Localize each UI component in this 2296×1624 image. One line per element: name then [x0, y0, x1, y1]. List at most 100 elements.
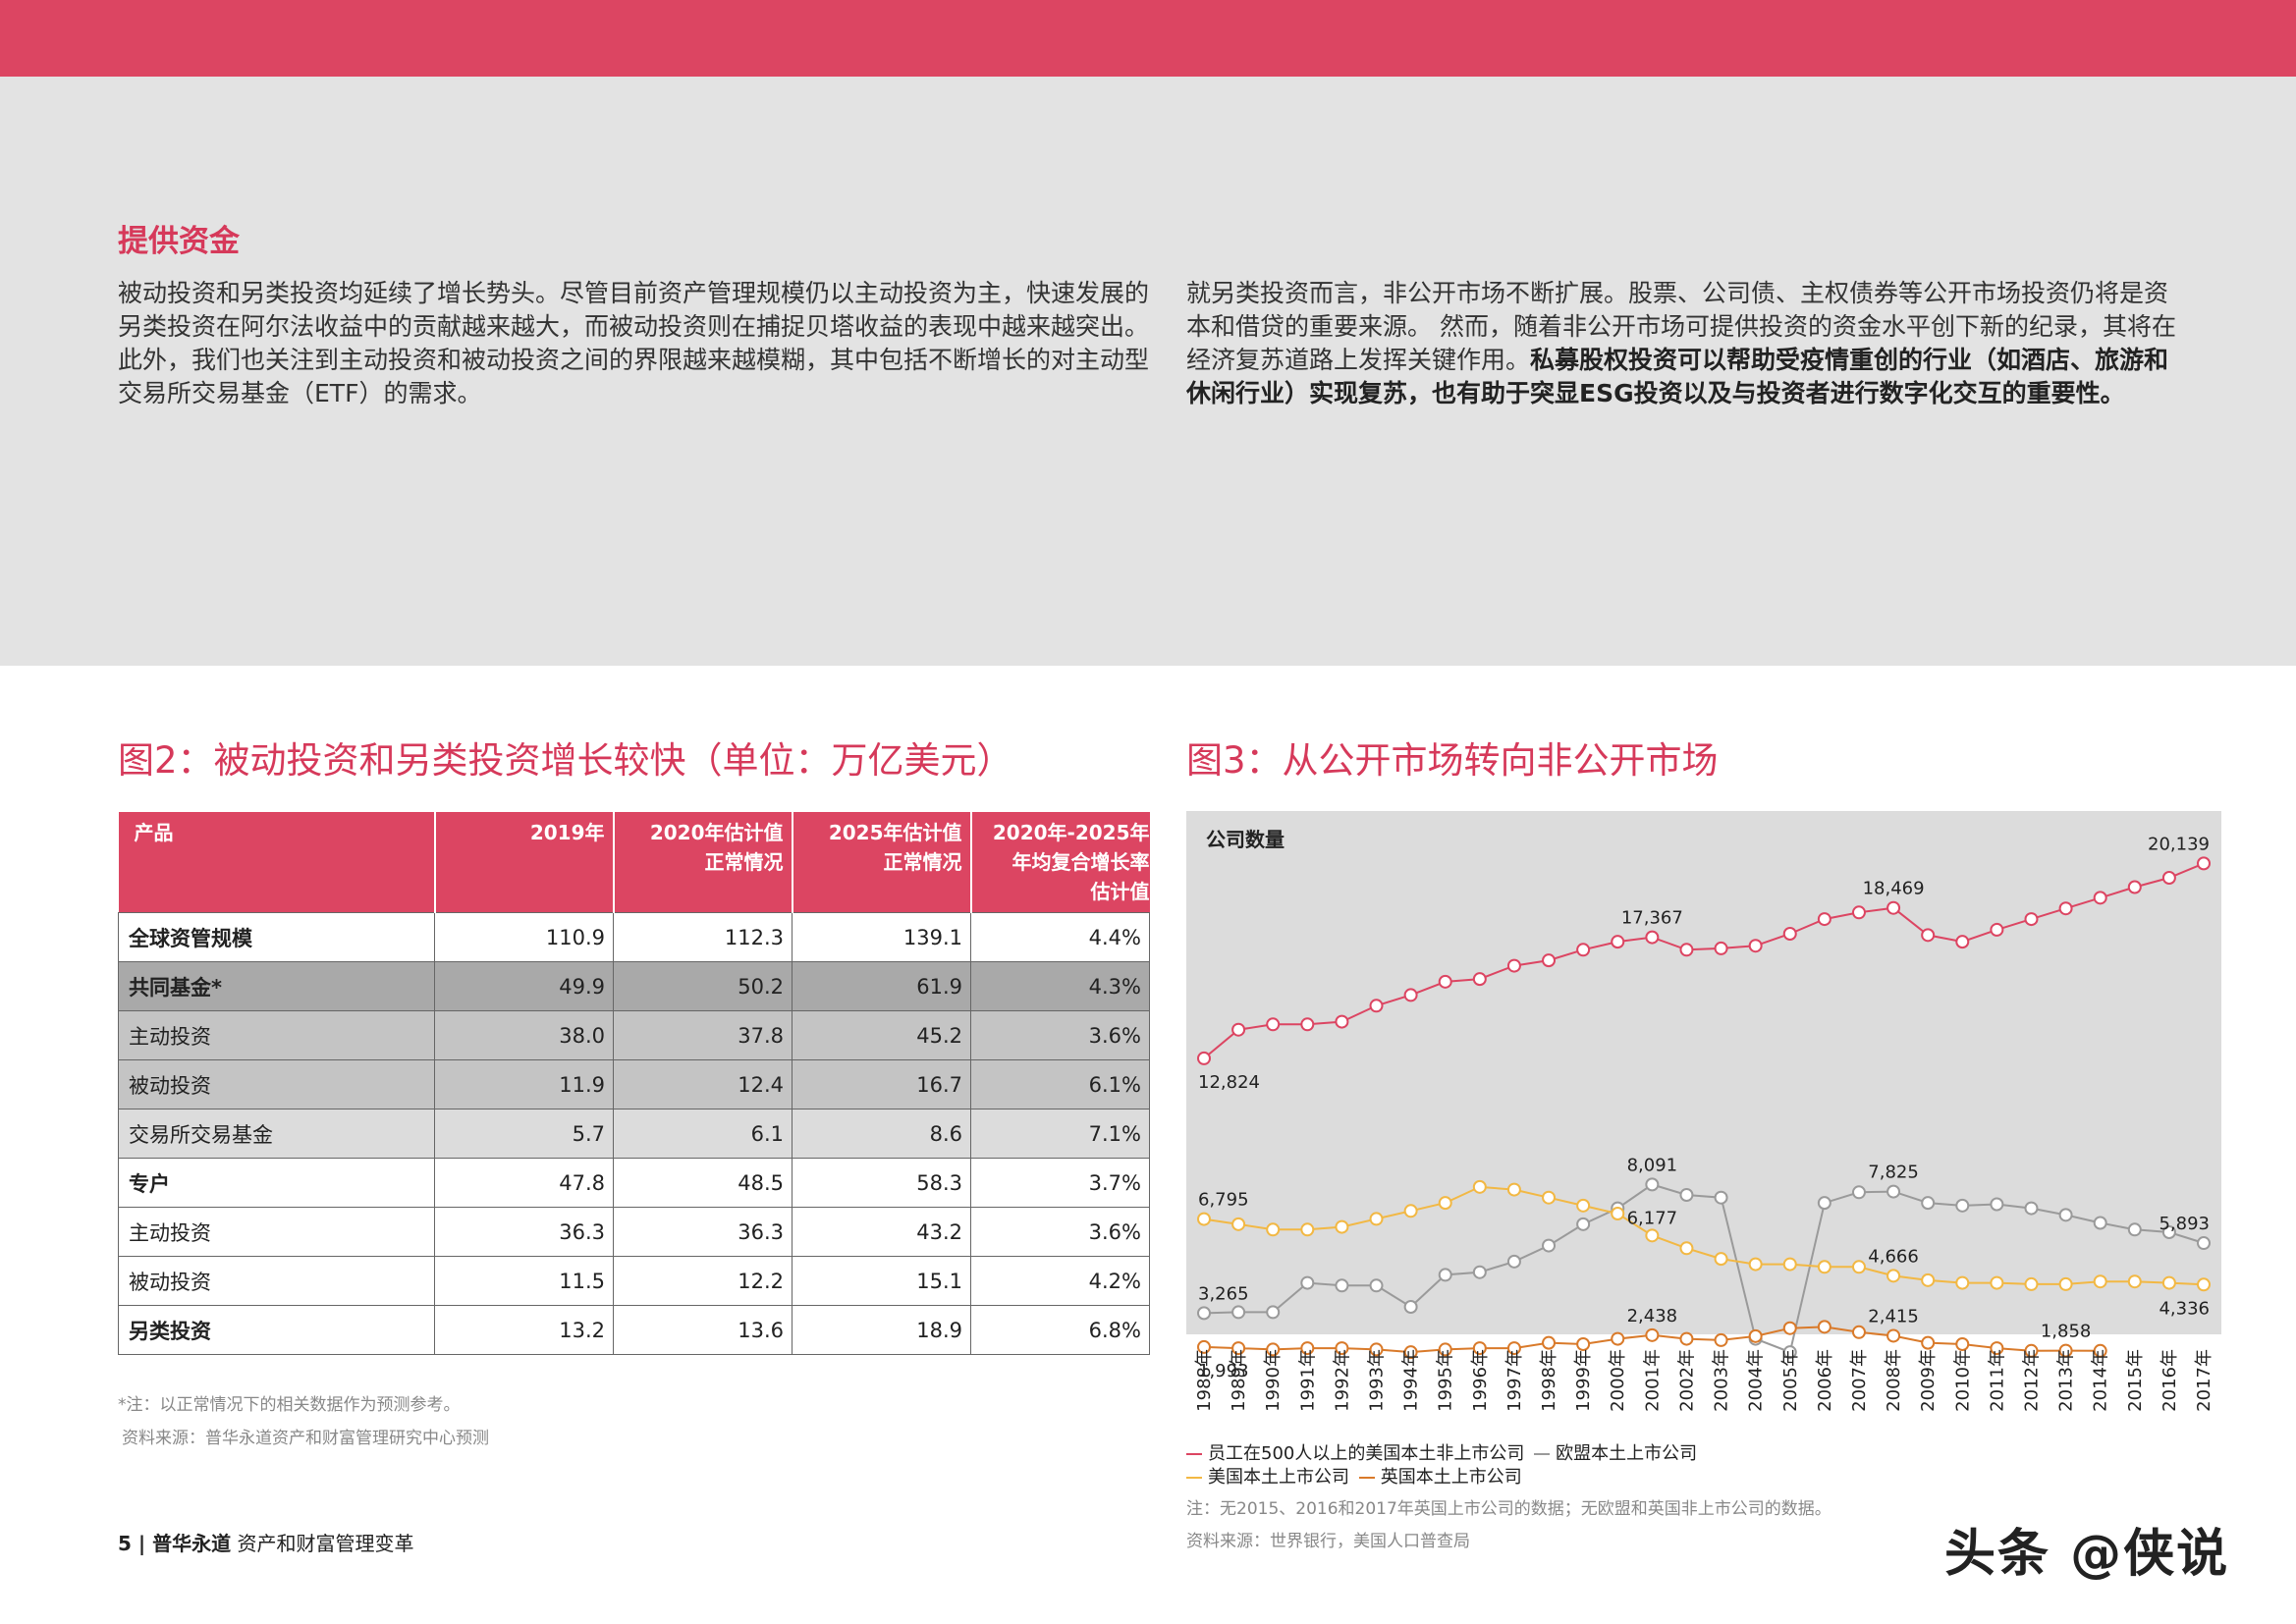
series-1-point: [1542, 1238, 1557, 1253]
company-count-line-chart: 公司数量 12,824 17,367 18,469 20,139 3,265 8,091 7,…: [1186, 811, 2221, 1412]
table-note: *注：以正常情况下的相关数据作为预测参考。: [118, 1395, 461, 1415]
row-value: 110.9: [434, 912, 614, 962]
series-3-point: [2093, 1343, 2107, 1358]
table-source: 资料来源：普华永道资产和财富管理研究中心预测: [122, 1429, 489, 1448]
row-value: 6.1%: [970, 1059, 1150, 1110]
data-label: 2,415: [1868, 1306, 1919, 1326]
series-3-point: [1472, 1341, 1487, 1356]
row-value: 18.9: [792, 1305, 971, 1355]
x-tick-label: 1992年: [1332, 1349, 1352, 1412]
series-0-point: [2093, 891, 2107, 905]
section-title: 提供资金: [118, 224, 240, 259]
series-3-point: [1576, 1337, 1591, 1351]
series-2-point: [1748, 1257, 1763, 1272]
table-row: 专户 47.8 48.5 58.3 3.7%: [118, 1158, 1150, 1208]
x-tick-label: 2009年: [1918, 1349, 1939, 1412]
row-value: 3.6%: [970, 1207, 1150, 1257]
series-3-point: [1438, 1342, 1452, 1357]
series-1-point: [1921, 1196, 1936, 1211]
row-value: 12.4: [613, 1059, 793, 1110]
row-value: 43.2: [792, 1207, 971, 1257]
data-label: 7,825: [1868, 1163, 1919, 1183]
series-0-point: [1817, 912, 1831, 927]
series-0-point: [1955, 935, 1970, 949]
header-2020: 2020年估计值 正常情况: [613, 812, 793, 913]
data-label: 2,438: [1627, 1306, 1678, 1326]
series-2-point: [1231, 1217, 1246, 1231]
row-value: 15.1: [792, 1256, 971, 1306]
series-2-point: [2127, 1274, 2142, 1289]
row-value: 16.7: [792, 1059, 971, 1110]
x-tick-label: 2017年: [2194, 1349, 2214, 1412]
series-3-point: [1955, 1337, 1970, 1351]
series-2-point: [1679, 1241, 1694, 1256]
table-row: 共同基金* 49.9 50.2 61.9 4.3%: [118, 961, 1150, 1011]
row-value: 47.8: [434, 1158, 614, 1208]
x-tick-label: 2004年: [1746, 1349, 1767, 1412]
series-1-point: [1576, 1217, 1591, 1231]
series-0-point: [2197, 856, 2211, 871]
series-0-point: [2024, 912, 2039, 927]
x-tick-label: 2005年: [1780, 1349, 1801, 1412]
series-1-point: [1645, 1177, 1660, 1192]
row-label: 被动投资: [118, 1256, 435, 1306]
series-2-point: [1817, 1260, 1831, 1274]
series-3-point: [1506, 1341, 1521, 1356]
series-1-point: [1300, 1275, 1315, 1290]
series-0-point: [1611, 935, 1625, 949]
row-label: 被动投资: [118, 1059, 435, 1110]
series-2-point: [1955, 1275, 1970, 1290]
series-3-point: [1645, 1327, 1660, 1342]
table-row: 全球资管规模 110.9 112.3 139.1 4.4%: [118, 912, 1150, 962]
series-3-point: [1679, 1331, 1694, 1346]
series-2-point: [1506, 1182, 1521, 1197]
x-tick-label: 2014年: [2091, 1349, 2111, 1412]
watermark: 头条 @侠说: [1944, 1525, 2230, 1584]
series-1-point: [2161, 1225, 2176, 1239]
series-0-point: [1679, 943, 1694, 957]
row-value: 61.9: [792, 961, 971, 1011]
table-row: 被动投资 11.9 12.4 16.7 6.1%: [118, 1059, 1150, 1110]
footer-subtitle: 资产和财富管理变革: [231, 1532, 414, 1555]
series-0-point: [1576, 943, 1591, 957]
x-tick-label: 2001年: [1642, 1349, 1663, 1412]
series-0-point: [1506, 958, 1521, 973]
row-value: 36.3: [613, 1207, 793, 1257]
series-2-point: [1403, 1204, 1418, 1218]
legend-item-us-private: 员工在500人以上的美国本土非上市公司: [1186, 1443, 1524, 1464]
series-0-point: [1403, 988, 1418, 1002]
x-tick-label: 2015年: [2125, 1349, 2146, 1412]
page-number: 5 |: [118, 1532, 153, 1555]
table-row: 主动投资 38.0 37.8 45.2 3.6%: [118, 1010, 1150, 1060]
series-2-point: [2161, 1275, 2176, 1290]
series-0-point: [1851, 905, 1866, 920]
series-0-point: [1748, 939, 1763, 953]
paragraph-right-plain: 就另类投资而言，非公开市场不断扩展。股票、公司债、主权债券等公开市场投资仍将是资…: [1186, 279, 2176, 374]
series-1-point: [1335, 1278, 1349, 1293]
row-value: 49.9: [434, 961, 614, 1011]
data-label: 6,177: [1627, 1208, 1678, 1228]
series-1-point: [1438, 1268, 1452, 1282]
series-0-point: [1472, 972, 1487, 987]
table-row: 另类投资 13.2 13.6 18.9 6.8%: [118, 1305, 1150, 1355]
series-1-point: [1679, 1188, 1694, 1202]
series-0-point: [1542, 953, 1557, 968]
chart-source: 资料来源：世界银行，美国人口普查局: [1186, 1532, 1470, 1551]
series-3-point: [1197, 1339, 1211, 1354]
series-2-point: [1542, 1190, 1557, 1205]
data-label: 17,367: [1621, 908, 1683, 929]
series-1-point: [1782, 1345, 1797, 1360]
row-value: 48.5: [613, 1158, 793, 1208]
series-1-point: [1369, 1278, 1384, 1293]
series-0-point: [1369, 999, 1384, 1013]
series-1-point: [1472, 1265, 1487, 1279]
legend-item-eu-listed: 欧盟本土上市公司: [1530, 1443, 1697, 1464]
series-0-point: [1231, 1022, 1246, 1037]
y-axis-label: 公司数量: [1206, 828, 1285, 851]
series-0-point: [1335, 1014, 1349, 1029]
x-tick-label: 1991年: [1297, 1349, 1318, 1412]
series-2-point: [1990, 1275, 2004, 1290]
row-value: 13.2: [434, 1305, 614, 1355]
series-2-point: [1611, 1207, 1625, 1220]
table-header-row: 产品 2019年 2020年估计值 正常情况 2025年估计值 正常情况 2020年…: [118, 812, 1150, 913]
